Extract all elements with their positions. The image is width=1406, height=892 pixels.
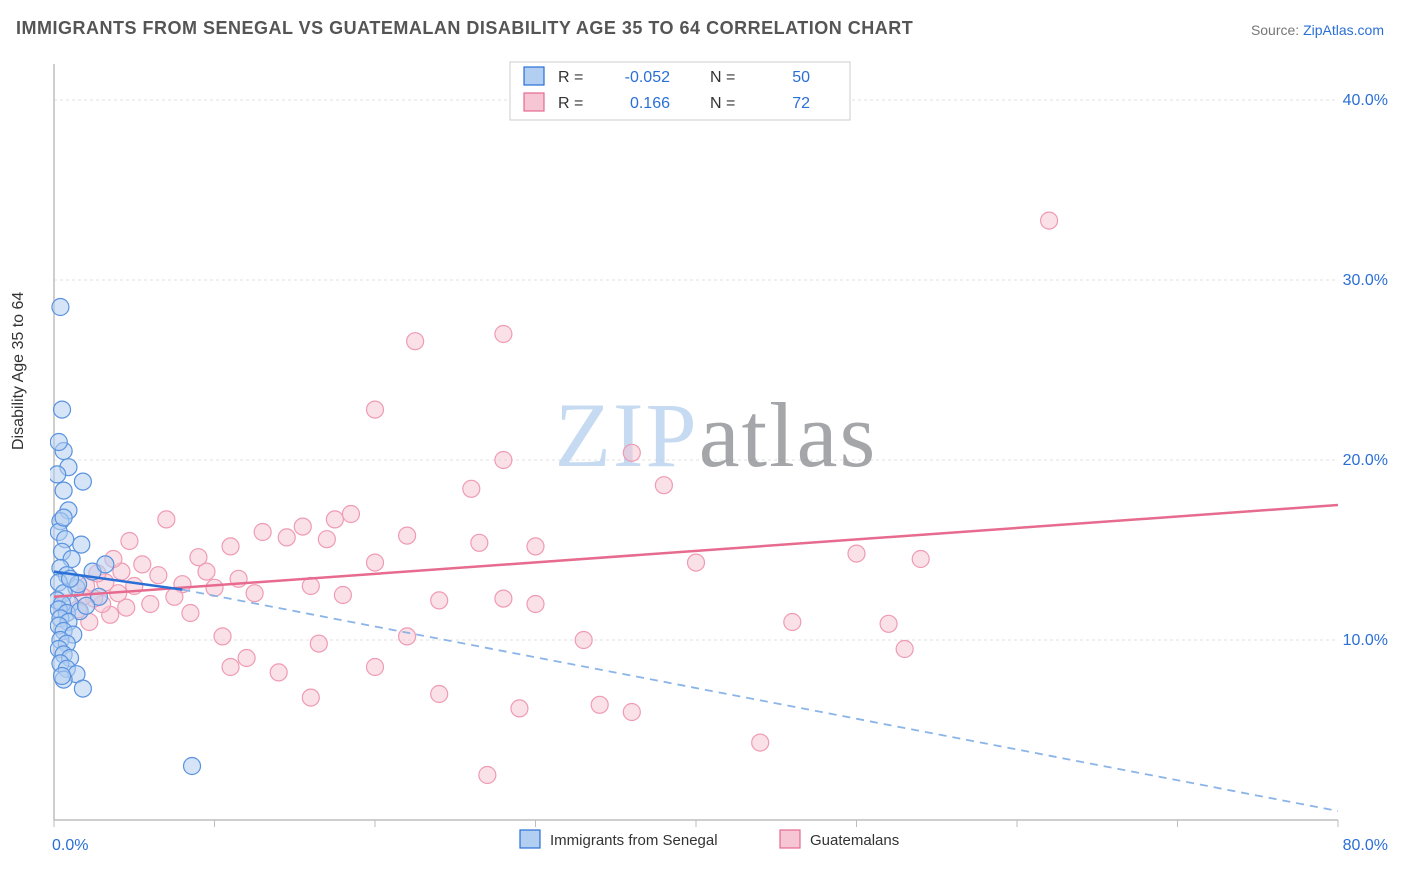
svg-text:Immigrants from Senegal: Immigrants from Senegal (550, 832, 718, 849)
scatter-plot-svg: 10.0% 20.0% 30.0% 40.0% ZIPatlas R = -0.052 N =… (50, 52, 1390, 862)
svg-text:-0.052: -0.052 (625, 69, 670, 86)
svg-text:R =: R = (558, 69, 583, 86)
svg-text:50: 50 (792, 69, 810, 86)
svg-text:0.166: 0.166 (630, 95, 670, 112)
source-attribution: Source: ZipAtlas.com (1251, 22, 1384, 38)
svg-text:ZIPatlas: ZIPatlas (555, 384, 878, 486)
svg-text:72: 72 (792, 95, 810, 112)
svg-text:40.0%: 40.0% (1343, 92, 1388, 109)
svg-text:20.0%: 20.0% (1343, 452, 1388, 469)
chart-area: 10.0% 20.0% 30.0% 40.0% ZIPatlas R = -0.052 N =… (50, 52, 1390, 862)
svg-text:R =: R = (558, 95, 583, 112)
y-axis-label: Disability Age 35 to 64 (10, 292, 28, 450)
svg-text:80.0%: 80.0% (1343, 837, 1388, 854)
source-link[interactable]: ZipAtlas.com (1303, 22, 1384, 38)
svg-text:Guatemalans: Guatemalans (810, 832, 899, 849)
svg-text:N =: N = (710, 69, 735, 86)
chart-title: IMMIGRANTS FROM SENEGAL VS GUATEMALAN DI… (16, 18, 913, 39)
svg-text:0.0%: 0.0% (52, 837, 88, 854)
source-prefix: Source: (1251, 22, 1303, 38)
svg-text:30.0%: 30.0% (1343, 272, 1388, 289)
svg-text:10.0%: 10.0% (1343, 632, 1388, 649)
svg-text:N =: N = (710, 95, 735, 112)
